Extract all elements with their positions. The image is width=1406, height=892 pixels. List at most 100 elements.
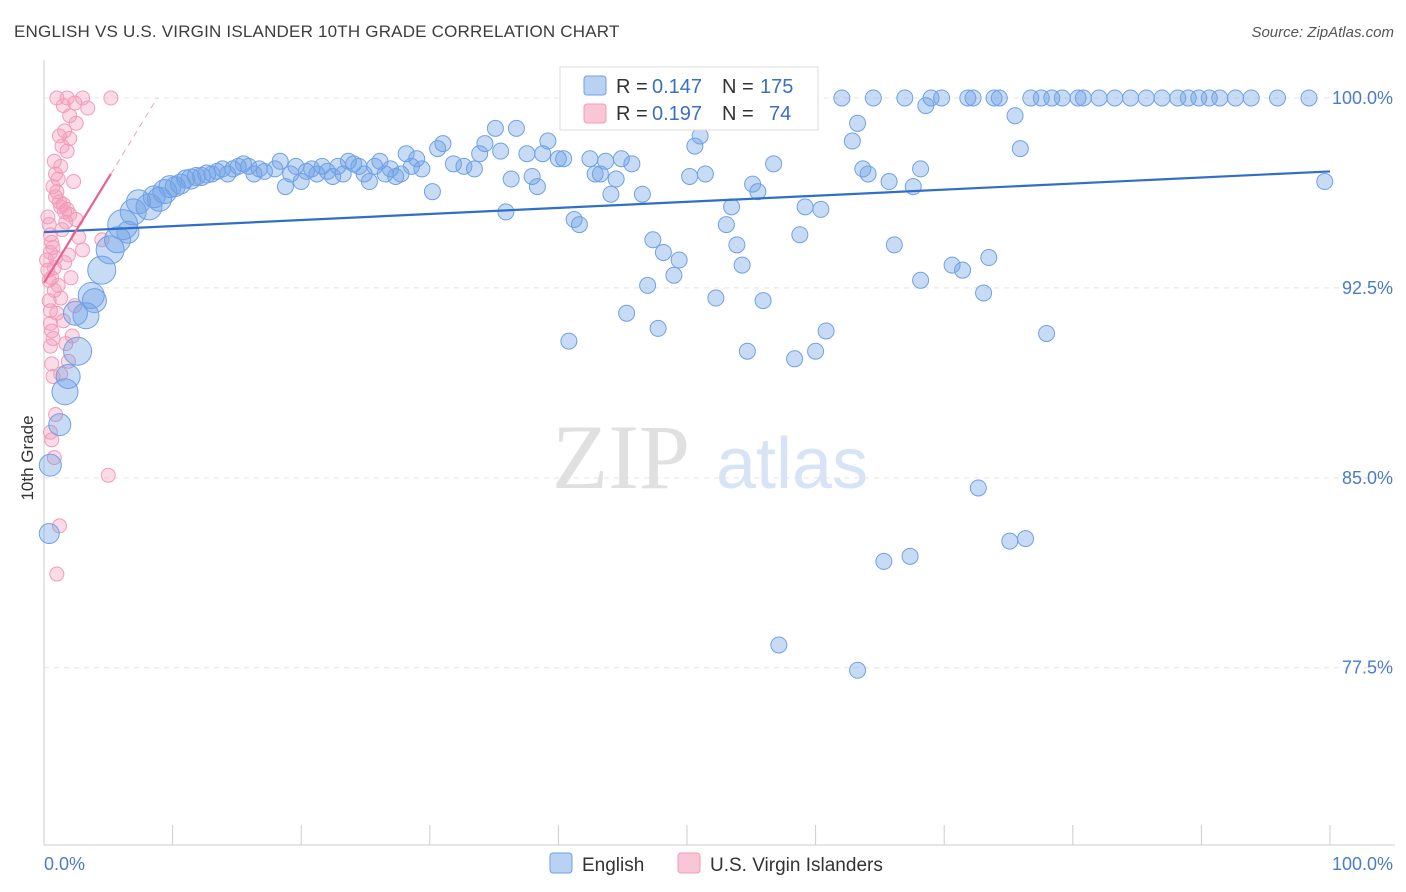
legend-english-n-label: N = <box>722 76 754 98</box>
virgin-islanders-point <box>57 123 73 139</box>
english-point <box>738 342 756 360</box>
x-tick-label: 100.0% <box>1332 854 1393 874</box>
virgin-islanders-point <box>59 90 75 106</box>
english-point <box>754 292 772 310</box>
english-point <box>560 332 578 350</box>
english-point <box>696 165 714 183</box>
english-point <box>912 271 930 289</box>
english-point <box>980 249 998 267</box>
english-point <box>896 89 914 107</box>
virgin-islanders-point <box>50 277 66 293</box>
virgin-islanders-point <box>80 100 96 116</box>
tick-labels: 77.5% 85.0% 92.5% 100.0% 0.0% 100.0% <box>44 88 1393 874</box>
english-point <box>912 160 930 178</box>
virgin-islanders-point <box>49 566 65 582</box>
virgin-islanders-point <box>53 290 69 306</box>
english-point <box>245 165 263 183</box>
watermark: ZIP atlas <box>552 406 868 508</box>
english-point <box>665 266 683 284</box>
english-point <box>63 336 93 366</box>
english-point <box>565 211 583 229</box>
english-point <box>324 167 342 185</box>
english-point <box>933 89 951 107</box>
english-point <box>534 145 552 163</box>
english-point <box>607 170 625 188</box>
english-point <box>87 255 117 285</box>
english-point <box>507 119 525 137</box>
english-point <box>276 178 294 196</box>
english-point <box>786 350 804 368</box>
english-point <box>539 132 557 150</box>
english-point <box>423 183 441 201</box>
english-point <box>51 378 79 406</box>
english-point <box>413 160 431 178</box>
english-point <box>528 178 546 196</box>
english-point <box>444 155 462 173</box>
watermark-zip: ZIP <box>552 406 690 508</box>
english-point <box>602 185 620 203</box>
english-point <box>1316 173 1334 191</box>
legend-virgin-n-label: N = <box>722 103 754 125</box>
english-point <box>434 135 452 153</box>
english-point <box>38 453 62 477</box>
english-point <box>770 636 788 654</box>
english-point <box>1153 89 1171 107</box>
english-point <box>654 243 672 261</box>
english-points <box>38 89 1334 679</box>
virgin-islanders-point <box>44 234 60 250</box>
english-point <box>612 150 630 168</box>
english-point <box>681 167 699 185</box>
english-point <box>1069 89 1087 107</box>
english-point <box>954 261 972 279</box>
virgin-islanders-point <box>44 356 60 372</box>
virgin-islanders-point <box>59 143 75 159</box>
virgin-islanders-point <box>64 328 80 344</box>
english-point <box>1300 89 1318 107</box>
english-point <box>586 165 604 183</box>
virgin-islanders-point <box>42 424 58 440</box>
virgin-islanders-trend-extension <box>110 97 158 175</box>
english-point <box>1017 530 1035 548</box>
english-point <box>1006 107 1024 125</box>
english-point <box>1122 89 1140 107</box>
top-legend: R = 0.147 N = 175 R = 0.197 N = 74 <box>559 66 819 131</box>
english-point <box>476 135 494 153</box>
virgin-islanders-points <box>39 90 119 582</box>
virgin-islanders-point <box>42 227 58 243</box>
english-point <box>807 342 825 360</box>
english-point <box>917 97 935 115</box>
y-tick-label: 92.5% <box>1342 278 1393 298</box>
bottom-legend: English U.S. Virgin Islanders <box>549 852 883 876</box>
y-tick-label: 100.0% <box>1332 88 1393 108</box>
virgin-islanders-point <box>63 270 79 286</box>
english-point <box>555 150 573 168</box>
english-point <box>55 364 81 390</box>
legend-english-swatch <box>583 75 607 96</box>
english-point <box>796 198 814 216</box>
english-point <box>581 150 599 168</box>
english-point <box>597 152 615 170</box>
english-point <box>975 284 993 302</box>
english-point <box>618 304 636 322</box>
english-point <box>749 183 767 201</box>
english-point <box>864 89 882 107</box>
virgin-islanders-trend-line <box>43 173 112 284</box>
axes <box>43 60 1395 846</box>
english-point <box>990 89 1008 107</box>
english-point <box>455 157 473 175</box>
english-point <box>959 89 977 107</box>
english-point <box>901 547 919 565</box>
english-trend-line <box>43 170 1331 234</box>
english-point <box>765 155 783 173</box>
english-point <box>169 173 191 195</box>
english-point <box>1269 89 1287 107</box>
english-point <box>523 167 541 185</box>
english-point <box>518 145 536 163</box>
y-tick-label: 85.0% <box>1342 468 1393 488</box>
virgin-islanders-point <box>75 242 91 258</box>
english-point <box>334 165 352 183</box>
x-tick-label: 0.0% <box>44 854 85 874</box>
english-point <box>397 145 415 163</box>
english-point <box>549 150 567 168</box>
english-point <box>707 289 725 307</box>
